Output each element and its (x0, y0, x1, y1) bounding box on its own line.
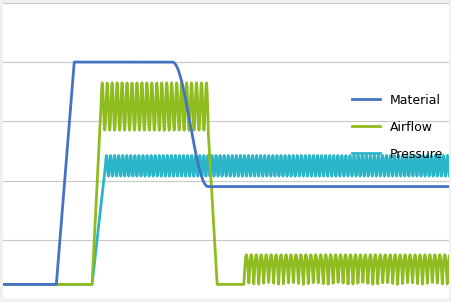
Legend: Material, Airflow, Pressure: Material, Airflow, Pressure (351, 94, 442, 161)
